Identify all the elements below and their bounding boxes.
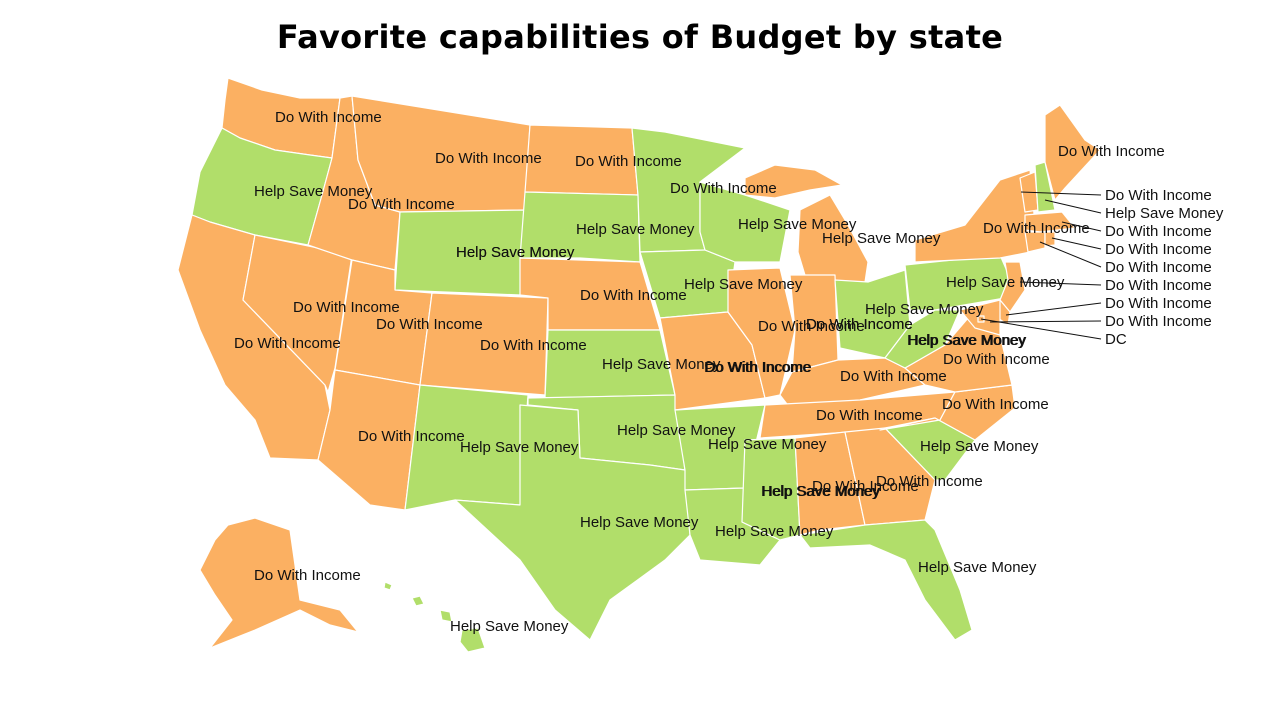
callout-label-nh: Help Save Money: [1105, 205, 1224, 222]
extra-label-md-inline: Help Save Money: [908, 332, 1027, 349]
state-fl[interactable]: [799, 519, 973, 641]
extra-label-mo-overlap: Do With Income: [704, 359, 811, 376]
callout-line-ct: [1039, 241, 1102, 268]
state-label-nc: Do With Income: [942, 396, 1049, 413]
states-layer: [177, 77, 1101, 653]
callout-line-dc: [980, 318, 1102, 340]
state-il[interactable]: [727, 267, 796, 399]
state-label-va: Do With Income: [943, 351, 1050, 368]
state-label-mn: Help Save Money: [576, 221, 695, 238]
state-label-wv: Help Save Money: [907, 332, 1026, 349]
state-label-in: Do With Income: [806, 316, 913, 333]
state-label-ny: Do With Income: [983, 220, 1090, 237]
state-label-al: Help Save Money: [762, 483, 881, 500]
callout-label-ma: Do With Income: [1105, 223, 1212, 240]
state-label-ms: Help Save Money: [761, 483, 880, 500]
state-label-ks: Help Save Money: [602, 356, 721, 373]
state-label-nd: Do With Income: [575, 153, 682, 170]
state-label-mi-up: Do With Income: [670, 180, 777, 197]
map-title: Favorite capabilities of Budget by state: [276, 18, 1004, 56]
callout-label-md: Do With Income: [1105, 313, 1212, 330]
state-label-la: Help Save Money: [715, 523, 834, 540]
state-ri[interactable]: [1044, 231, 1056, 247]
state-label-oh: Help Save Money: [865, 301, 984, 318]
state-ct[interactable]: [1024, 231, 1046, 253]
state-label-or: Help Save Money: [254, 183, 373, 200]
extra-label-il-in-overlap: Do With Income: [806, 316, 913, 333]
state-label-ne: Do With Income: [580, 287, 687, 304]
state-label-tn: Do With Income: [816, 407, 923, 424]
callout-label-de: Do With Income: [1105, 295, 1212, 312]
state-label-nm: Help Save Money: [460, 439, 579, 456]
state-label-mo: Do With Income: [705, 359, 812, 376]
state-nc[interactable]: [879, 384, 1016, 441]
state-sd[interactable]: [519, 191, 641, 263]
callout-line-vt: [1020, 191, 1102, 196]
state-label-sc: Help Save Money: [920, 438, 1039, 455]
state-label-tx: Help Save Money: [580, 514, 699, 531]
state-mi-upper[interactable]: [744, 164, 843, 199]
state-label-ky: Do With Income: [840, 368, 947, 385]
state-label-az: Do With Income: [358, 428, 465, 445]
state-ak[interactable]: [199, 517, 359, 649]
state-label-ok: Help Save Money: [617, 422, 736, 439]
state-label-ut: Do With Income: [376, 316, 483, 333]
state-hi[interactable]: [383, 581, 486, 653]
state-ga[interactable]: [844, 427, 936, 526]
callout-line-nh: [1044, 199, 1102, 214]
state-al[interactable]: [794, 431, 866, 536]
state-label-co: Do With Income: [480, 337, 587, 354]
state-tx[interactable]: [454, 404, 691, 641]
state-label-ga: Do With Income: [876, 473, 983, 490]
state-nh[interactable]: [1034, 161, 1056, 213]
state-label-ak: Do With Income: [254, 567, 361, 584]
callout-line-de: [1005, 302, 1102, 316]
state-label-fl: Help Save Money: [918, 559, 1037, 576]
callout-lines: [980, 191, 1102, 340]
callout-line-ma: [1061, 221, 1102, 232]
state-label-ca: Do With Income: [234, 335, 341, 352]
state-label-ar: Help Save Money: [708, 436, 827, 453]
callout-label-ct: Do With Income: [1105, 259, 1212, 276]
extra-label-ms-al-overlap: Do With Income: [812, 478, 919, 495]
callout-line-ri: [1051, 237, 1102, 250]
state-ms[interactable]: [741, 437, 801, 541]
state-label-wa: Do With Income: [275, 109, 382, 126]
callout-line-nj: [1019, 281, 1102, 286]
callout-label-nj: Do With Income: [1105, 277, 1212, 294]
callout-line-md: [989, 320, 1102, 323]
callout-label-ri: Do With Income: [1105, 241, 1212, 258]
state-label-nv: Do With Income: [293, 299, 400, 316]
state-label-pa: Help Save Money: [946, 274, 1065, 291]
state-label-wy: Help Save Money: [456, 244, 575, 261]
state-label-mt: Do With Income: [435, 150, 542, 167]
callout-label-dc: DC: [1105, 331, 1127, 348]
state-label-hi: Help Save Money: [450, 618, 569, 635]
state-me[interactable]: [1044, 104, 1101, 201]
state-label-wi: Help Save Money: [738, 216, 857, 233]
state-label-il: Do With Income: [758, 318, 865, 335]
state-ma[interactable]: [1024, 211, 1076, 233]
state-wi[interactable]: [699, 181, 791, 263]
state-label-ia: Help Save Money: [684, 276, 803, 293]
state-label-id: Do With Income: [348, 196, 455, 213]
state-mi[interactable]: [797, 194, 869, 286]
state-label-me: Do With Income: [1058, 143, 1165, 160]
state-label-sd: Help Save Money: [456, 244, 575, 261]
callout-label-vt: Do With Income: [1105, 187, 1212, 204]
state-label-mi: Help Save Money: [822, 230, 941, 247]
